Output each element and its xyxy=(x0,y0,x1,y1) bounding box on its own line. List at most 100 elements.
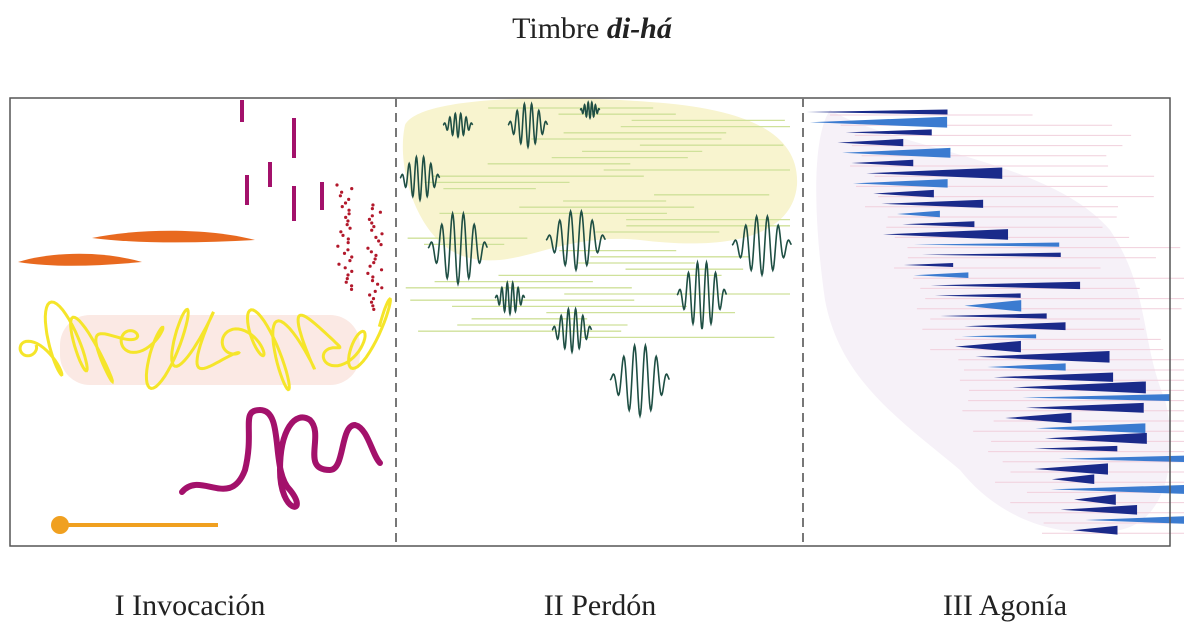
red-dot xyxy=(369,250,373,254)
red-dot xyxy=(371,275,375,279)
wedge xyxy=(1051,474,1095,484)
red-dot xyxy=(376,282,380,286)
red-dot xyxy=(372,261,376,265)
wave xyxy=(442,111,474,140)
magenta-bar xyxy=(268,162,272,187)
red-dot xyxy=(346,248,350,252)
wedge xyxy=(1035,423,1146,434)
wedge xyxy=(866,167,1003,179)
red-dot xyxy=(335,183,339,187)
red-dot xyxy=(379,243,383,247)
red-dot xyxy=(346,241,350,245)
red-dot xyxy=(370,221,374,225)
red-dot xyxy=(373,289,377,293)
red-dot xyxy=(366,271,370,275)
red-dot xyxy=(366,246,370,250)
red-dot xyxy=(347,212,351,216)
wedge xyxy=(883,229,1009,240)
wedge xyxy=(1034,463,1108,475)
red-dot xyxy=(370,228,374,232)
red-dot xyxy=(367,217,372,221)
red-dot xyxy=(339,230,343,234)
magenta-bar xyxy=(320,182,324,210)
wave xyxy=(399,154,441,203)
wedge xyxy=(1060,504,1138,515)
wedge xyxy=(913,242,1060,247)
red-dot xyxy=(350,255,354,259)
wave xyxy=(507,101,549,150)
red-dot xyxy=(346,273,350,277)
red-dot xyxy=(338,194,342,198)
red-dot xyxy=(340,190,344,194)
red-dot xyxy=(342,251,347,255)
wedge xyxy=(1072,525,1118,535)
wedge xyxy=(1074,494,1116,505)
red-dot xyxy=(341,233,345,237)
red-dot xyxy=(337,262,341,266)
wedge xyxy=(934,293,1021,298)
red-dot xyxy=(369,300,374,304)
wedge xyxy=(913,272,969,279)
wedge xyxy=(897,210,940,218)
red-dot xyxy=(346,219,350,223)
red-dot xyxy=(349,287,354,291)
magenta-bar xyxy=(245,175,249,205)
magenta-squiggle xyxy=(179,406,383,510)
red-dot xyxy=(379,268,384,272)
section-label: III Agonía xyxy=(943,589,1067,622)
wedge xyxy=(964,322,1066,331)
wedge xyxy=(930,281,1081,290)
wedge xyxy=(961,334,1037,339)
red-dot xyxy=(380,232,384,236)
wedge xyxy=(873,189,934,198)
wedge xyxy=(852,179,948,188)
red-dot xyxy=(377,239,381,243)
frame xyxy=(9,97,1171,547)
red-dot xyxy=(371,304,375,308)
section-label: I Invocación xyxy=(115,589,266,622)
wedge xyxy=(903,262,954,268)
red-dot xyxy=(374,253,378,257)
red-dot xyxy=(336,244,340,248)
red-dot xyxy=(350,269,354,273)
wedge xyxy=(955,340,1021,353)
red-dot xyxy=(374,235,378,239)
magenta-bar xyxy=(292,118,296,158)
red-dot xyxy=(346,237,350,241)
orange-dot xyxy=(51,516,69,534)
orange-wisp xyxy=(18,253,142,266)
wedge xyxy=(851,159,914,167)
wedge xyxy=(1033,445,1118,452)
wave xyxy=(676,259,728,330)
wave xyxy=(545,208,607,273)
red-dot xyxy=(343,201,348,205)
wedge xyxy=(1022,394,1170,402)
red-dot xyxy=(344,280,348,284)
red-dot xyxy=(371,297,376,301)
wave xyxy=(579,100,601,121)
red-dot xyxy=(349,284,354,288)
red-dot xyxy=(345,277,349,281)
wedge xyxy=(842,147,951,158)
red-dot xyxy=(380,286,384,290)
wedge xyxy=(837,138,904,147)
wedge xyxy=(1044,432,1147,444)
red-dot xyxy=(347,197,351,201)
wedge xyxy=(921,252,1061,257)
wedge xyxy=(1085,516,1184,524)
wedge xyxy=(1025,402,1144,413)
red-dot xyxy=(343,266,347,270)
red-dot xyxy=(368,293,372,297)
red-dot xyxy=(370,214,374,218)
red-dot xyxy=(345,223,349,227)
red-dot xyxy=(370,279,375,283)
red-dot xyxy=(372,307,376,311)
wedge xyxy=(993,372,1114,382)
red-dot xyxy=(371,203,375,207)
wedge xyxy=(975,350,1110,363)
wedge xyxy=(1050,484,1184,494)
red-dot xyxy=(373,257,377,261)
wedge xyxy=(940,313,1047,319)
section-label: II Perdón xyxy=(544,589,656,622)
